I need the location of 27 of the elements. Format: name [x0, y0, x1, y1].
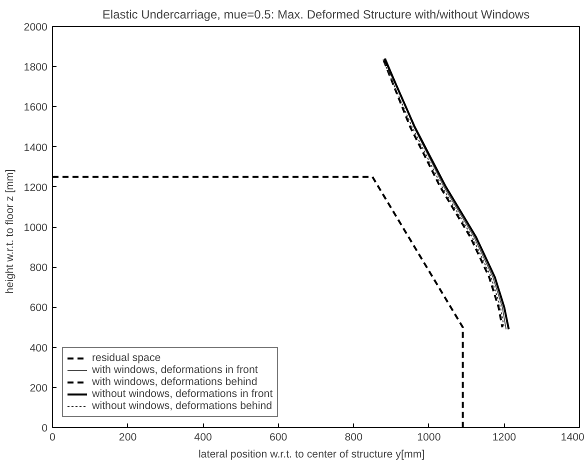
x-tick-label: 0 — [50, 432, 56, 444]
y-tick-label: 1000 — [24, 222, 48, 234]
legend-label: with windows, deformations behind — [92, 376, 258, 388]
y-tick-label: 1600 — [24, 102, 48, 114]
x-tick-label: 800 — [344, 432, 363, 444]
x-axis-title: lateral position w.r.t. to center of structure y[mm] — [198, 448, 425, 460]
x-tick-label: 200 — [118, 432, 137, 444]
legend-label: residual space — [92, 352, 161, 364]
x-tick-label: 1400 — [560, 432, 584, 444]
y-tick-label: 1400 — [24, 142, 48, 154]
y-tick-label: 2000 — [24, 22, 48, 34]
x-tick-label: 400 — [194, 432, 212, 444]
x-tick-label: 600 — [269, 432, 288, 444]
y-tick-label: 1800 — [24, 62, 48, 74]
y-tick-label: 200 — [30, 382, 48, 394]
x-tick-label: 1000 — [417, 432, 441, 444]
y-tick-label: 600 — [30, 302, 48, 314]
legend-label: with windows, deformations in front — [92, 364, 258, 376]
y-tick-label: 0 — [42, 422, 48, 434]
y-tick-label: 800 — [30, 262, 48, 274]
y-tick-label: 1200 — [24, 182, 48, 194]
x-tick-label: 1200 — [492, 432, 516, 444]
legend-label: without windows, deformations in front — [92, 388, 273, 400]
legend-label: without windows, deformations behind — [92, 400, 272, 412]
y-axis-title: height w.r.t. to floor z [mm] — [4, 169, 16, 294]
chart-title: Elastic Undercarriage, mue=0.5: Max. Deformed Structure with/without Windows — [102, 8, 530, 22]
y-tick-label: 400 — [30, 342, 48, 354]
